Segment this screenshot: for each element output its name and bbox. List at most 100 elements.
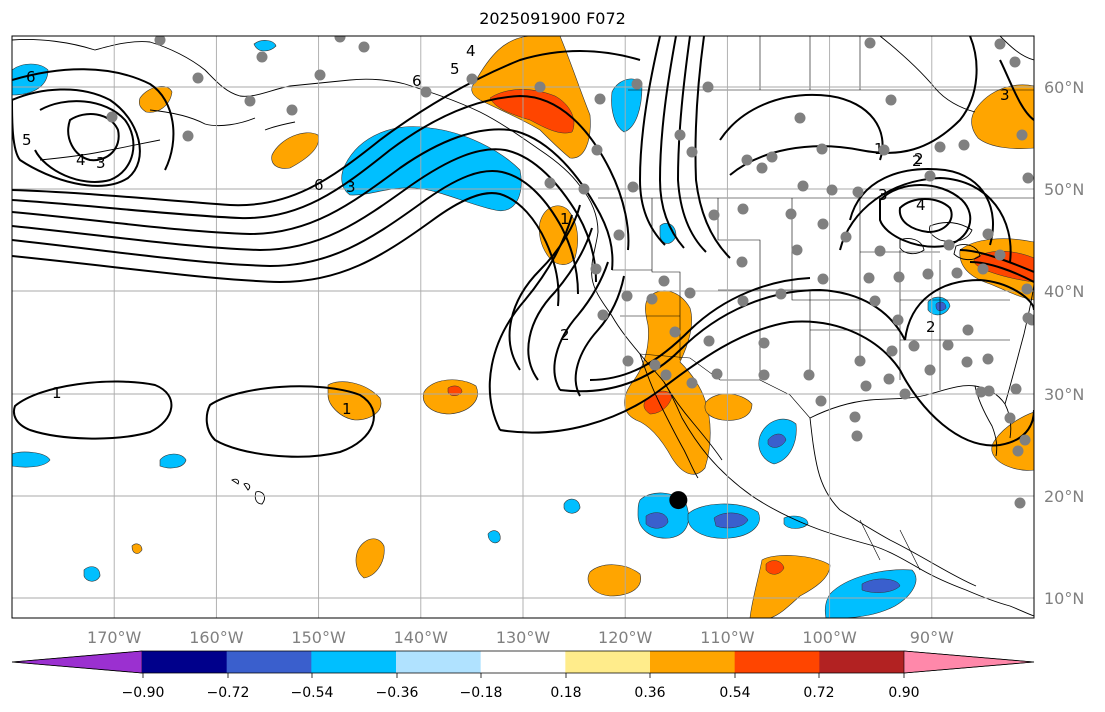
- contour-line: [719, 94, 884, 161]
- longitude-label: 130°W: [496, 628, 551, 647]
- station-dot: [244, 95, 256, 107]
- colorbar-segment: [819, 651, 905, 673]
- contour-line: [898, 198, 953, 234]
- negative-anomaly-region: [12, 451, 51, 468]
- negative-anomaly-region: [563, 498, 581, 514]
- station-dot: [775, 288, 787, 300]
- contour-label: 3: [878, 186, 888, 204]
- station-dot: [466, 73, 478, 85]
- negative-anomaly-region-core: [767, 433, 787, 448]
- contour-line: [34, 100, 135, 183]
- colorbar-tick-label: 0.90: [888, 685, 919, 701]
- location-marker: [669, 491, 688, 510]
- longitude-label: 110°W: [700, 628, 755, 647]
- map-frame: [11, 35, 1035, 619]
- station-dot: [711, 368, 723, 380]
- latitude-label: 40°N: [1044, 282, 1084, 301]
- station-dot: [961, 356, 973, 368]
- contour-label: 3: [1000, 86, 1010, 104]
- contour-label: 4: [76, 151, 86, 169]
- contour-line: [904, 278, 1034, 341]
- station-dot: [983, 385, 995, 397]
- station-dot: [684, 287, 696, 299]
- colorbar-tick-label: −0.36: [376, 685, 419, 701]
- station-dot: [1026, 314, 1034, 326]
- latitude-label: 60°N: [1044, 78, 1084, 97]
- station-dot: [106, 111, 118, 123]
- colorbar-tick-label: −0.18: [460, 685, 503, 701]
- station-dot: [544, 177, 556, 189]
- positive-anomaly-region: [422, 379, 478, 415]
- positive-anomaly-region: [355, 538, 385, 579]
- station-dot: [256, 51, 268, 63]
- station-dot: [893, 271, 905, 283]
- station-dot: [756, 162, 768, 174]
- station-dot: [942, 339, 954, 351]
- contour-line: [879, 184, 972, 248]
- station-dot: [908, 340, 920, 352]
- contour-line: [499, 320, 1034, 447]
- station-dot: [815, 395, 827, 407]
- contour-label: 2: [912, 152, 922, 170]
- station-dot: [817, 273, 829, 285]
- station-dot: [883, 373, 895, 385]
- longitude-label: 100°W: [802, 628, 857, 647]
- station-dot: [791, 244, 803, 256]
- latitude-label: 20°N: [1044, 487, 1084, 506]
- contour-line: [12, 380, 173, 440]
- colorbar-tick-label: −0.72: [207, 685, 250, 701]
- contour-line: [658, 36, 685, 249]
- station-dot: [182, 130, 194, 142]
- station-dot: [943, 239, 955, 251]
- station-dot: [924, 170, 936, 182]
- station-dot: [1022, 172, 1034, 184]
- station-dot: [869, 295, 881, 307]
- contour-label: 4: [916, 196, 926, 214]
- station-dot: [994, 38, 1006, 50]
- longitude-label: 160°W: [189, 628, 244, 647]
- colorbar-segment: [650, 651, 736, 673]
- negative-anomaly-region-core: [645, 512, 669, 529]
- contour-lines: [12, 36, 1034, 458]
- station-dot: [1012, 445, 1024, 457]
- colorbar-extend-min: [11, 650, 143, 674]
- contour-label: 1: [342, 400, 352, 418]
- negative-anomaly-region-core: [935, 301, 947, 311]
- negative-anomaly-region: [341, 126, 522, 212]
- station-dot: [686, 377, 698, 389]
- station-dot: [590, 263, 602, 275]
- station-dot: [878, 144, 890, 156]
- contour-label: 2: [914, 150, 924, 168]
- colorbar-segment: [226, 651, 312, 673]
- colorbar-outline: [11, 650, 1035, 674]
- station-dot: [962, 324, 974, 336]
- negative-anomaly-region: [783, 515, 809, 529]
- station-dot: [534, 81, 546, 93]
- contour-line: [589, 277, 811, 381]
- contour-line: [969, 261, 1034, 283]
- coastlines: [12, 36, 1034, 617]
- contour-line: [488, 214, 573, 431]
- station-dot: [851, 430, 863, 442]
- station-dot: [852, 186, 864, 198]
- station-dot: [686, 146, 698, 158]
- station-dot: [885, 94, 897, 106]
- contour-label: 6: [412, 72, 422, 90]
- negative-anomaly-region-core: [713, 512, 749, 529]
- contour-line: [849, 168, 994, 246]
- station-dot: [794, 112, 806, 124]
- station-dot: [977, 263, 989, 275]
- longitude-label: 120°W: [598, 628, 653, 647]
- negative-anomaly-region: [159, 453, 187, 469]
- colorbar-segment: [565, 651, 651, 673]
- colorbar-tick-label: −0.54: [291, 685, 334, 701]
- station-dot: [994, 249, 1006, 261]
- station-dot: [924, 364, 936, 376]
- latitude-label: 50°N: [1044, 180, 1084, 199]
- contour-label: 4: [466, 42, 476, 60]
- station-dot: [1004, 412, 1016, 424]
- contour-line: [559, 288, 906, 393]
- station-dot: [826, 184, 838, 196]
- colorbar-tick-label: 0.36: [634, 685, 665, 701]
- negative-anomaly-region: [611, 78, 643, 133]
